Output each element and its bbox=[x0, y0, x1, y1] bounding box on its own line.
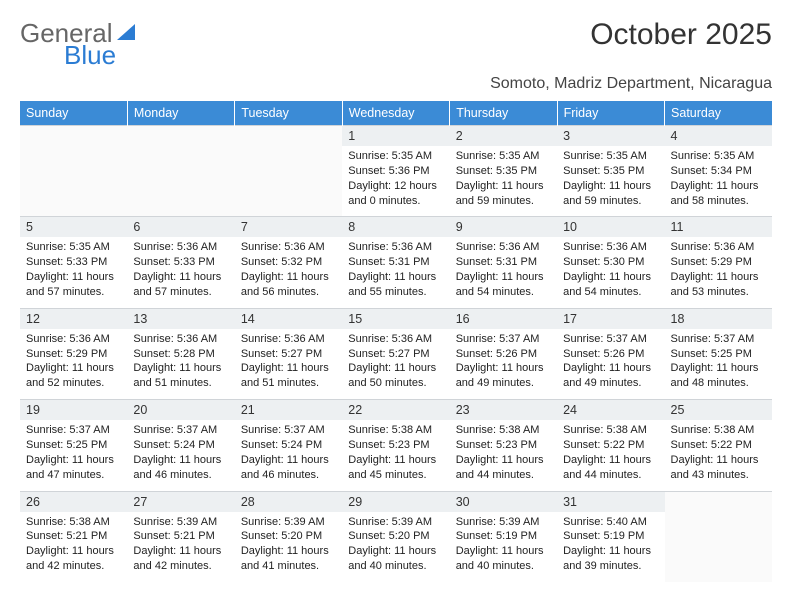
day-number-cell: 29 bbox=[342, 491, 449, 512]
day-info-cell: Sunrise: 5:37 AMSunset: 5:24 PMDaylight:… bbox=[127, 420, 234, 491]
day-number-cell bbox=[665, 491, 772, 512]
calendar-header-row: SundayMondayTuesdayWednesdayThursdayFrid… bbox=[20, 101, 772, 126]
day-number-cell: 7 bbox=[235, 217, 342, 238]
day-number-cell: 12 bbox=[20, 308, 127, 329]
day-info-cell bbox=[665, 512, 772, 582]
day-number-cell: 4 bbox=[665, 126, 772, 147]
day-info-cell: Sunrise: 5:38 AMSunset: 5:22 PMDaylight:… bbox=[665, 420, 772, 491]
day-header: Tuesday bbox=[235, 101, 342, 126]
day-number-cell: 28 bbox=[235, 491, 342, 512]
day-info-cell bbox=[20, 146, 127, 217]
day-number-cell bbox=[127, 126, 234, 147]
day-number-cell: 22 bbox=[342, 400, 449, 421]
day-header: Sunday bbox=[20, 101, 127, 126]
day-number-cell: 8 bbox=[342, 217, 449, 238]
day-number-cell: 16 bbox=[450, 308, 557, 329]
day-number-cell: 24 bbox=[557, 400, 664, 421]
day-number-cell: 9 bbox=[450, 217, 557, 238]
day-number-cell: 6 bbox=[127, 217, 234, 238]
day-info-cell: Sunrise: 5:39 AMSunset: 5:19 PMDaylight:… bbox=[450, 512, 557, 582]
day-info-cell: Sunrise: 5:36 AMSunset: 5:28 PMDaylight:… bbox=[127, 329, 234, 400]
day-number-cell: 10 bbox=[557, 217, 664, 238]
day-info-cell: Sunrise: 5:35 AMSunset: 5:35 PMDaylight:… bbox=[450, 146, 557, 217]
day-info-cell: Sunrise: 5:36 AMSunset: 5:32 PMDaylight:… bbox=[235, 237, 342, 308]
day-number-cell: 19 bbox=[20, 400, 127, 421]
day-number-cell: 14 bbox=[235, 308, 342, 329]
day-info-cell: Sunrise: 5:36 AMSunset: 5:27 PMDaylight:… bbox=[342, 329, 449, 400]
day-info-cell: Sunrise: 5:39 AMSunset: 5:20 PMDaylight:… bbox=[342, 512, 449, 582]
day-info-cell: Sunrise: 5:36 AMSunset: 5:31 PMDaylight:… bbox=[342, 237, 449, 308]
day-info-cell: Sunrise: 5:35 AMSunset: 5:35 PMDaylight:… bbox=[557, 146, 664, 217]
day-number-cell: 18 bbox=[665, 308, 772, 329]
day-info-cell: Sunrise: 5:35 AMSunset: 5:34 PMDaylight:… bbox=[665, 146, 772, 217]
day-number-cell: 25 bbox=[665, 400, 772, 421]
day-info-cell: Sunrise: 5:39 AMSunset: 5:20 PMDaylight:… bbox=[235, 512, 342, 582]
day-number-cell: 17 bbox=[557, 308, 664, 329]
day-number-cell: 21 bbox=[235, 400, 342, 421]
day-info-cell: Sunrise: 5:39 AMSunset: 5:21 PMDaylight:… bbox=[127, 512, 234, 582]
day-number-cell: 20 bbox=[127, 400, 234, 421]
day-info-cell: Sunrise: 5:37 AMSunset: 5:26 PMDaylight:… bbox=[557, 329, 664, 400]
day-header: Monday bbox=[127, 101, 234, 126]
day-header: Friday bbox=[557, 101, 664, 126]
day-info-cell: Sunrise: 5:37 AMSunset: 5:25 PMDaylight:… bbox=[20, 420, 127, 491]
day-info-cell: Sunrise: 5:36 AMSunset: 5:29 PMDaylight:… bbox=[665, 237, 772, 308]
day-info-cell: Sunrise: 5:38 AMSunset: 5:22 PMDaylight:… bbox=[557, 420, 664, 491]
day-header: Thursday bbox=[450, 101, 557, 126]
logo-text-2: Blue bbox=[64, 40, 116, 70]
day-info-cell: Sunrise: 5:38 AMSunset: 5:23 PMDaylight:… bbox=[450, 420, 557, 491]
day-number-cell: 1 bbox=[342, 126, 449, 147]
day-number-cell: 2 bbox=[450, 126, 557, 147]
day-number-cell: 13 bbox=[127, 308, 234, 329]
day-number-cell: 27 bbox=[127, 491, 234, 512]
day-info-cell: Sunrise: 5:36 AMSunset: 5:27 PMDaylight:… bbox=[235, 329, 342, 400]
day-number-cell: 23 bbox=[450, 400, 557, 421]
day-number-cell: 30 bbox=[450, 491, 557, 512]
location: Somoto, Madriz Department, Nicaragua bbox=[20, 75, 772, 93]
day-info-cell bbox=[235, 146, 342, 217]
day-number-cell bbox=[235, 126, 342, 147]
day-info-cell: Sunrise: 5:38 AMSunset: 5:23 PMDaylight:… bbox=[342, 420, 449, 491]
calendar-body: 1234 Sunrise: 5:35 AMSunset: 5:36 PMDayl… bbox=[20, 126, 772, 582]
day-number-cell: 31 bbox=[557, 491, 664, 512]
day-info-cell bbox=[127, 146, 234, 217]
day-number-cell: 26 bbox=[20, 491, 127, 512]
day-number-cell: 3 bbox=[557, 126, 664, 147]
day-info-cell: Sunrise: 5:36 AMSunset: 5:29 PMDaylight:… bbox=[20, 329, 127, 400]
logo-sail-icon bbox=[115, 18, 137, 49]
month-title: October 2025 bbox=[590, 18, 772, 52]
day-info-cell: Sunrise: 5:36 AMSunset: 5:33 PMDaylight:… bbox=[127, 237, 234, 308]
day-info-cell: Sunrise: 5:37 AMSunset: 5:26 PMDaylight:… bbox=[450, 329, 557, 400]
day-header: Saturday bbox=[665, 101, 772, 126]
title-block: October 2025 bbox=[590, 18, 772, 52]
day-number-cell: 5 bbox=[20, 217, 127, 238]
day-info-cell: Sunrise: 5:35 AMSunset: 5:36 PMDaylight:… bbox=[342, 146, 449, 217]
day-info-cell: Sunrise: 5:37 AMSunset: 5:25 PMDaylight:… bbox=[665, 329, 772, 400]
day-info-cell: Sunrise: 5:37 AMSunset: 5:24 PMDaylight:… bbox=[235, 420, 342, 491]
day-header: Wednesday bbox=[342, 101, 449, 126]
day-info-cell: Sunrise: 5:40 AMSunset: 5:19 PMDaylight:… bbox=[557, 512, 664, 582]
day-number-cell: 11 bbox=[665, 217, 772, 238]
day-number-cell bbox=[20, 126, 127, 147]
calendar-table: SundayMondayTuesdayWednesdayThursdayFrid… bbox=[20, 101, 772, 582]
day-number-cell: 15 bbox=[342, 308, 449, 329]
day-info-cell: Sunrise: 5:38 AMSunset: 5:21 PMDaylight:… bbox=[20, 512, 127, 582]
day-info-cell: Sunrise: 5:36 AMSunset: 5:31 PMDaylight:… bbox=[450, 237, 557, 308]
day-info-cell: Sunrise: 5:36 AMSunset: 5:30 PMDaylight:… bbox=[557, 237, 664, 308]
day-info-cell: Sunrise: 5:35 AMSunset: 5:33 PMDaylight:… bbox=[20, 237, 127, 308]
